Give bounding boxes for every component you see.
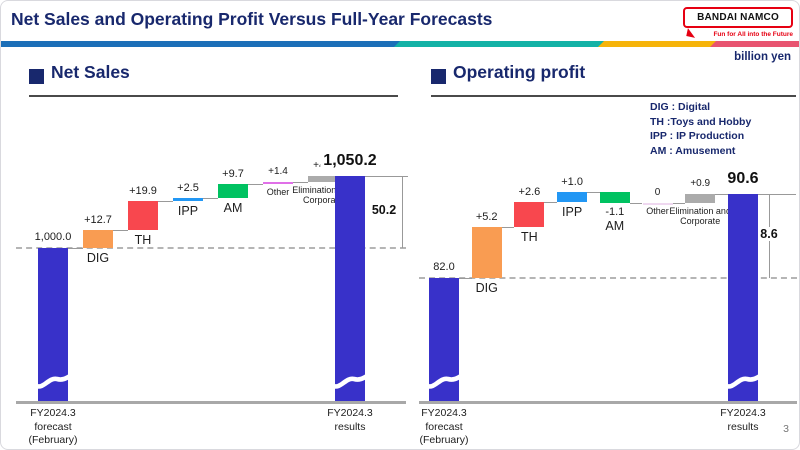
connector-line [113, 229, 128, 231]
accent-segment-3 [710, 41, 799, 47]
legend-line-ipp: IPP : IP Production [650, 130, 745, 142]
connector-line [501, 227, 515, 229]
value-label-th: +2.6 [518, 185, 541, 198]
segment-legend: DIG : Digital TH :Toys and Hobby IPP : I… [650, 100, 751, 158]
forecast-bar [426, 278, 463, 401]
connector-line [293, 181, 308, 183]
waterfall-bar-elimination [685, 194, 716, 203]
unit-label: billion yen [734, 51, 791, 63]
legend-line-dig: DIG : Digital [650, 101, 711, 113]
connector-line [158, 201, 173, 203]
waterfall-bar-am [218, 183, 248, 198]
value-label-am: -1.1 [605, 205, 625, 218]
value-label-other: +1.4 [268, 165, 288, 177]
waterfall-bar-elimination [308, 176, 338, 182]
page-number: 3 [783, 423, 789, 435]
axis-break-wave-icon [725, 374, 762, 389]
axis-label-results: FY2024.3 results [720, 407, 766, 433]
value-label-elimination: +0.9 [690, 178, 711, 189]
square-bullet-icon [29, 69, 44, 84]
waterfall-bar-dig [471, 227, 502, 278]
waterfall-bar-other [642, 202, 673, 205]
accent-segment-1 [394, 41, 608, 47]
baseline-dashed-line [419, 277, 797, 279]
waterfall-bar-th [514, 201, 545, 228]
bandai-namco-logo: BANDAI NAMCO Fun for All into the Future [683, 7, 793, 38]
square-bullet-icon [431, 69, 446, 84]
accent-segment-2 [598, 41, 720, 47]
segment-label-elimination: Elimination and Corporate [292, 184, 354, 206]
axis-label-forecast: FY2024.3 forecast (February) [419, 407, 469, 446]
connector-line [672, 202, 686, 204]
net-sales-waterfall-chart: 1,000.0 FY2024.3 forecast (February) +12.7… [16, 106, 408, 449]
waterfall-bar-th [128, 201, 158, 230]
forecast-value-label: 1,000.0 [34, 231, 72, 243]
bracket-line [402, 176, 403, 248]
delta-label: 50.2 [369, 203, 399, 217]
value-label-th: +19.9 [129, 185, 157, 198]
segment-label-ipp: IPP [562, 204, 583, 219]
connector-line [203, 197, 218, 199]
connector-line [544, 201, 558, 203]
waterfall-bar-ipp [173, 197, 203, 202]
connector-line [629, 202, 643, 204]
operating-profit-title: Operating profit [453, 62, 586, 82]
segment-label-ipp: IPP [177, 204, 199, 219]
results-total-label: 90.6 [724, 170, 762, 188]
connector-line [459, 278, 472, 279]
waterfall-bar-am [599, 192, 630, 203]
x-axis-line [419, 401, 797, 404]
axis-break-wave-icon [332, 374, 369, 389]
connector-line [587, 192, 600, 194]
page-title: Net Sales and Operating Profit Versus Fu… [11, 9, 493, 29]
value-label-other: 0 [654, 186, 661, 198]
value-label-ipp: +2.5 [177, 181, 199, 194]
value-label-am: +9.7 [222, 167, 244, 180]
bracket-top-line [365, 176, 408, 177]
segment-label-am: AM [605, 218, 625, 233]
segment-label-dig: DIG [86, 251, 110, 265]
axis-label-results: FY2024.3 results [327, 407, 373, 433]
net-sales-title: Net Sales [51, 62, 130, 82]
results-bar [332, 176, 369, 401]
axis-break-wave-icon [35, 374, 72, 389]
waterfall-bar-ipp [557, 192, 588, 202]
segment-label-other: Other [266, 186, 290, 197]
connector-line [68, 248, 83, 249]
x-axis-line [16, 401, 406, 404]
connector-line [248, 183, 263, 185]
legend-line-th: TH :Toys and Hobby [650, 115, 752, 128]
waterfall-bar-other [263, 181, 293, 184]
logo-wordmark: BANDAI NAMCO [683, 7, 793, 28]
operating-profit-underline [431, 95, 796, 97]
results-total-label: 1,050.2 [320, 152, 380, 170]
value-label-dig: +5.2 [475, 211, 498, 224]
axis-break-wave-icon [426, 374, 463, 389]
segment-label-other: Other [646, 205, 669, 216]
bracket-top-line [758, 194, 796, 195]
waterfall-bar-dig [83, 229, 113, 248]
accent-bar [1, 41, 799, 47]
accent-segment-0 [1, 41, 402, 47]
net-sales-underline [29, 95, 398, 97]
logo-speech-tail-icon [686, 28, 697, 38]
results-bar [725, 194, 762, 401]
connector-line [715, 194, 728, 195]
segment-label-th: TH [134, 232, 152, 247]
delta-label: 8.6 [758, 227, 780, 241]
forecast-bar [35, 248, 72, 401]
forecast-value-label: 82.0 [433, 261, 455, 273]
segment-label-dig: DIG [475, 281, 498, 295]
value-label-ipp: +1.0 [561, 176, 583, 189]
operating-profit-waterfall-chart: 82.0 FY2024.3 forecast (February) +5.2 DIG +… [419, 106, 797, 449]
segment-label-th: TH [521, 230, 538, 245]
legend-line-am: AM : Amusement [650, 144, 736, 157]
logo-tagline: Fun for All into the Future [713, 31, 793, 38]
segment-label-elimination: Elimination and Corporate [669, 205, 731, 227]
segment-label-am: AM [223, 200, 243, 215]
axis-label-forecast: FY2024.3 forecast (February) [28, 407, 78, 446]
baseline-dashed-line [16, 247, 406, 249]
value-label-dig: +12.7 [84, 213, 112, 226]
